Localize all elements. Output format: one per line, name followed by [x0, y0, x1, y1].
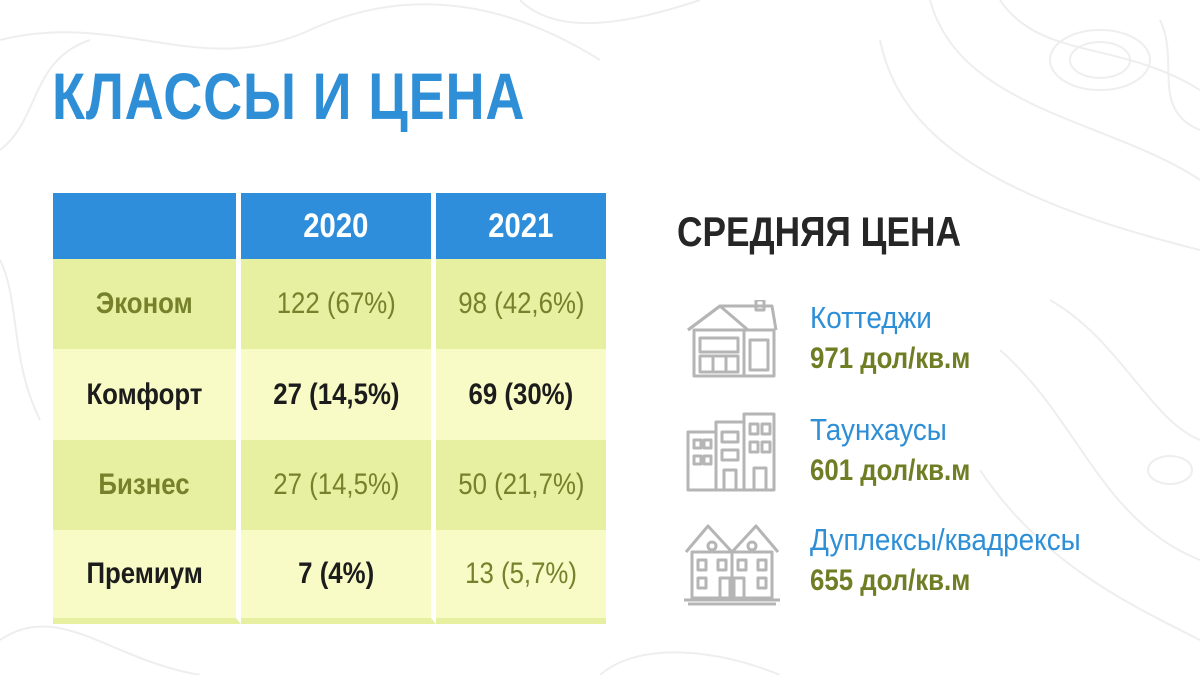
- cell-premium-2020: 7 (4%): [241, 530, 436, 624]
- row-label-text: Бизнес: [98, 468, 191, 501]
- header-2021-label: 2021: [488, 206, 554, 245]
- table-row: Комфорт 27 (14,5%) 69 (30%): [53, 349, 606, 440]
- cell-biznes-2020: 27 (14,5%): [241, 440, 436, 530]
- cottages-price: 971 дол/кв.м: [810, 342, 971, 375]
- table-header-row: 2020 2021: [53, 193, 606, 259]
- cottages-label: Коттеджи: [810, 300, 932, 335]
- row-label-komfort: Комфорт: [53, 349, 241, 440]
- header-cell-empty: [53, 193, 241, 259]
- cell-biznes-2021: 50 (21,7%): [436, 440, 606, 530]
- cell-komfort-2021: 69 (30%): [436, 349, 606, 440]
- classes-table: 2020 2021 Эконом 122 (67%) 98 (42,6%) Ко…: [53, 193, 606, 624]
- row-label-text: Эконом: [96, 287, 193, 320]
- table-row: Премиум 7 (4%) 13 (5,7%): [53, 530, 606, 624]
- duplex-icon: [684, 524, 780, 606]
- townhouse-icon: [686, 412, 776, 492]
- header-cell-2021: 2021: [436, 193, 606, 259]
- cell-value: 13 (5,7%): [465, 557, 577, 590]
- header-2020-label: 2020: [303, 206, 369, 245]
- average-price-title: СРЕДНЯЯ ЦЕНА: [677, 208, 961, 255]
- cell-value: 7 (4%): [297, 557, 374, 590]
- row-label-text: Премиум: [86, 557, 203, 590]
- row-label-text: Комфорт: [86, 377, 203, 411]
- row-label-econom: Эконом: [53, 259, 241, 349]
- cell-value: 50 (21,7%): [457, 468, 585, 501]
- cell-value: 27 (14,5%): [272, 468, 400, 501]
- cell-econom-2021: 98 (42,6%): [436, 259, 606, 349]
- duplexes-price: 655 дол/кв.м: [810, 564, 971, 597]
- cell-value: 122 (67%): [276, 287, 396, 320]
- townhouses-label: Таунхаусы: [810, 412, 947, 447]
- page-title: КЛАССЫ И ЦЕНА: [52, 59, 526, 133]
- cottage-icon: [687, 300, 778, 378]
- duplexes-label: Дуплексы/квадрексы: [810, 522, 1081, 557]
- table-row: Эконом 122 (67%) 98 (42,6%): [53, 259, 606, 349]
- header-cell-2020: 2020: [241, 193, 436, 259]
- cell-komfort-2020: 27 (14,5%): [241, 349, 436, 440]
- cell-econom-2020: 122 (67%): [241, 259, 436, 349]
- cell-value: 69 (30%): [468, 377, 574, 411]
- cell-value: 27 (14,5%): [272, 377, 400, 411]
- row-label-biznes: Бизнес: [53, 440, 241, 530]
- townhouses-price: 601 дол/кв.м: [810, 454, 971, 487]
- cell-premium-2021: 13 (5,7%): [436, 530, 606, 624]
- row-label-premium: Премиум: [53, 530, 241, 624]
- cell-value: 98 (42,6%): [457, 287, 585, 320]
- table-row: Бизнес 27 (14,5%) 50 (21,7%): [53, 440, 606, 530]
